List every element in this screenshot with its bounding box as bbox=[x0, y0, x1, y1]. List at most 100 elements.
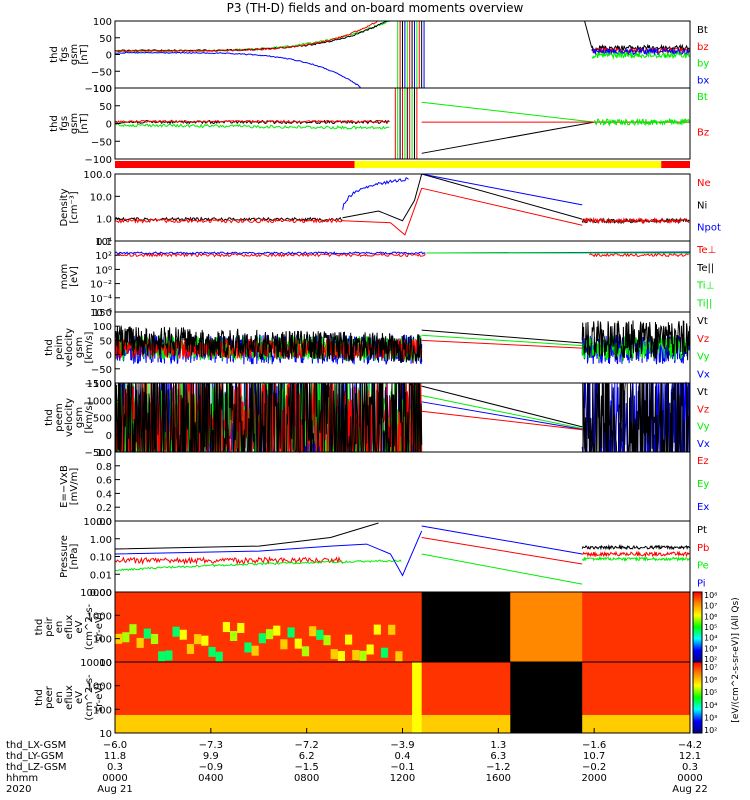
panel-tick-label: 100 bbox=[93, 17, 112, 28]
density-ne-interp bbox=[421, 187, 583, 226]
legend-entry: Pt bbox=[697, 525, 707, 536]
panel-tick-label: 1500 bbox=[87, 379, 112, 390]
panel-tick-label: 0.10 bbox=[90, 553, 112, 564]
panel-ylabel: thd bbox=[44, 339, 55, 356]
density-ne-late bbox=[581, 216, 690, 225]
legend-entry: Ti|| bbox=[696, 298, 712, 309]
panel-ylabel: thd bbox=[34, 689, 45, 706]
panel-tick-label: −100 bbox=[85, 379, 112, 390]
legend-entry: Vy bbox=[697, 422, 710, 433]
spectrogram-cell bbox=[395, 651, 403, 662]
page-title: P3 (TH-D) fields and on-board moments ov… bbox=[226, 1, 524, 15]
panel-ylabel: eflux bbox=[64, 615, 75, 640]
ve-vt-interp bbox=[421, 385, 583, 428]
spectrogram-cell bbox=[352, 649, 360, 660]
spectrogram-cell bbox=[273, 625, 281, 636]
spectrogram-cell bbox=[258, 633, 266, 644]
panel-ylabel: mom bbox=[59, 264, 70, 290]
panel-tick-label: 100 bbox=[93, 705, 112, 716]
x-row-value: 2000 bbox=[581, 773, 606, 784]
x-date-start: Aug 21 bbox=[97, 784, 132, 795]
panel-tick-label: 50 bbox=[99, 102, 112, 113]
electron-colorbar bbox=[692, 661, 703, 734]
panel-ylabel: [mV/m] bbox=[69, 468, 80, 506]
panel-tick-label: 0.00 bbox=[90, 588, 112, 599]
panel-ylabel: eV bbox=[74, 620, 85, 633]
panel-tick-label: −50 bbox=[91, 137, 112, 148]
spectrogram-cell bbox=[294, 638, 302, 649]
x-row-value: 0000 bbox=[102, 773, 127, 784]
panel-tick-label: 1.0 bbox=[96, 215, 112, 226]
panel-ylabel: [nT] bbox=[79, 113, 90, 133]
temp-te-late bbox=[589, 252, 689, 258]
x-row-value: −1.6 bbox=[582, 740, 606, 751]
panel-frame-dens bbox=[114, 173, 691, 242]
panel-ylabel: [nT] bbox=[79, 44, 90, 64]
spectrogram-cell bbox=[136, 637, 144, 648]
ion-colorbar-tick: 10⁷ bbox=[704, 602, 717, 611]
fgs-bx-line bbox=[115, 51, 361, 88]
legend-entry: Pi bbox=[697, 578, 706, 589]
x-row-value: −1.2 bbox=[486, 762, 510, 773]
panel-ylabel: gsm bbox=[74, 407, 85, 428]
vi-vt-late bbox=[581, 320, 691, 361]
spectrogram-cell bbox=[230, 630, 238, 641]
panel-tick-label: 10.00 bbox=[83, 517, 112, 528]
pres-pt-line bbox=[114, 522, 379, 550]
panel-tick-label: 10000 bbox=[80, 658, 112, 669]
panel-ylabel: gsm bbox=[69, 113, 80, 134]
legend-entry: Te|| bbox=[696, 263, 714, 274]
ion-colorbar-tick: 10⁵ bbox=[704, 623, 717, 632]
pres-pt-late bbox=[581, 544, 690, 551]
x-row-value: 0.3 bbox=[682, 762, 698, 773]
panel-ylabel: thd bbox=[49, 46, 60, 63]
panel-tick-label: 1000 bbox=[87, 611, 112, 622]
panel-tick-label: 100 bbox=[93, 84, 112, 95]
legend-entry: Vt bbox=[697, 387, 708, 398]
electron-colorbar-tick: 10⁶ bbox=[704, 676, 717, 685]
x-row-value: −6.0 bbox=[103, 740, 127, 751]
legend-entry: bz bbox=[697, 42, 709, 53]
panel-ylabel: [cm⁻³] bbox=[69, 191, 80, 223]
x-row-value: 0400 bbox=[198, 773, 223, 784]
x-row-value: −3.9 bbox=[390, 740, 414, 751]
panel-tick-label: 100.0 bbox=[83, 170, 112, 181]
spectrogram-cell bbox=[165, 650, 173, 661]
panel-tick-label: 10⁻⁴ bbox=[90, 294, 112, 305]
spectrogram-cell bbox=[222, 622, 230, 633]
fgs-bx-late bbox=[591, 47, 690, 56]
spectrogram-cell bbox=[345, 634, 353, 645]
x-row-value: 0.3 bbox=[107, 762, 123, 773]
panel-tick-label: −100 bbox=[85, 155, 112, 166]
ve-vy-interp bbox=[421, 395, 583, 429]
panel-tick-label: 0 bbox=[106, 431, 112, 442]
panel-tick-label: 0.0 bbox=[96, 517, 112, 528]
panel-ylabel: peer bbox=[44, 685, 55, 709]
panel-ylabel: (cm^2-s- bbox=[84, 674, 95, 721]
fgs-step-line bbox=[584, 20, 593, 48]
x-row-value: −7.2 bbox=[295, 740, 319, 751]
legend-entry: Ne bbox=[697, 178, 711, 189]
spectrogram-cell bbox=[359, 650, 367, 661]
ve-vz-interp bbox=[421, 410, 583, 431]
spectrogram-cell bbox=[316, 629, 324, 640]
spectrogram-cell bbox=[251, 645, 259, 656]
panel-tick-label: 10000 bbox=[80, 588, 112, 599]
legend-entry: Ex bbox=[697, 502, 709, 513]
x-row-value: 1.3 bbox=[490, 740, 506, 751]
spectrogram-cell bbox=[186, 643, 195, 654]
panel-tick-label: 0.01 bbox=[90, 570, 112, 581]
fgs-by-line bbox=[114, 20, 402, 53]
panel-tick-label: 0 bbox=[106, 120, 112, 131]
legend-entry: bx bbox=[697, 75, 709, 86]
pres-pb-late bbox=[582, 550, 690, 558]
x-row-value: −4.2 bbox=[678, 740, 702, 751]
legend-entry: Pb bbox=[697, 543, 709, 554]
x-row-value: 11.8 bbox=[104, 751, 126, 762]
fgs2-late-line bbox=[593, 117, 691, 127]
electron-colorbar-tick: 10⁵ bbox=[704, 688, 717, 697]
spectrogram-cell bbox=[158, 651, 166, 662]
fgs2-interp-line bbox=[421, 121, 595, 154]
panel-frame-temp bbox=[114, 240, 691, 313]
density-ne-rise bbox=[342, 188, 423, 236]
